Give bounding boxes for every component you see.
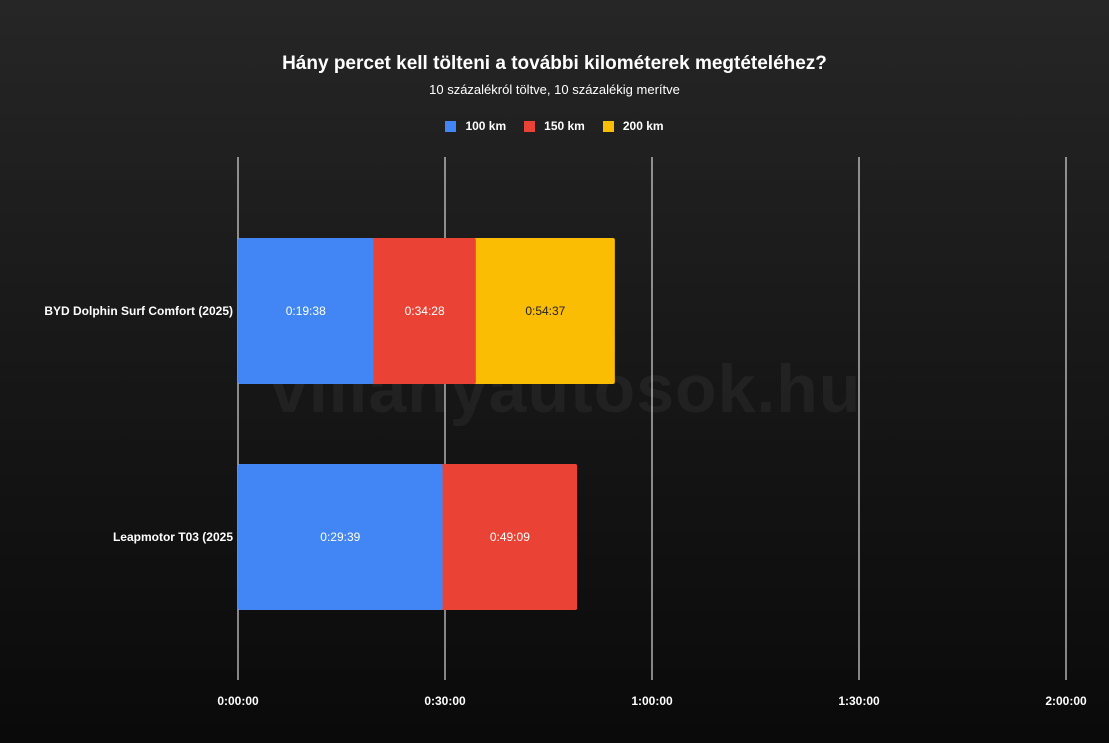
x-tick-label: 1:00:00 — [631, 694, 673, 708]
legend-swatch — [602, 120, 614, 132]
legend-item-150km[interactable]: 150 km — [524, 119, 585, 133]
data-label: 0:29:39 — [320, 530, 360, 544]
data-label: 0:34:28 — [405, 304, 445, 318]
chart-subtitle: 10 százalékról töltve, 10 százalékig mer… — [429, 82, 680, 97]
x-tick-label: 1:30:00 — [838, 694, 880, 708]
legend: 100 km 150 km 200 km — [0, 119, 1109, 133]
x-tick-label: 2:00:00 — [1045, 694, 1087, 708]
data-label: 0:54:37 — [525, 304, 565, 318]
data-label: 0:19:38 — [286, 304, 326, 318]
category-label: BYD Dolphin Surf Comfort (2025) — [44, 304, 233, 318]
data-label: 0:49:09 — [490, 530, 530, 544]
legend-swatch — [445, 120, 457, 132]
legend-label: 200 km — [622, 119, 664, 133]
bar — [238, 464, 443, 610]
legend-item-100km[interactable]: 100 km — [445, 119, 506, 133]
legend-item-200km[interactable]: 200 km — [602, 119, 664, 133]
x-tick-label: 0:00:00 — [217, 694, 259, 708]
chart-title: Hány percet kell tölteni a további kilom… — [282, 53, 827, 74]
bar — [238, 238, 374, 384]
legend-label: 150 km — [544, 119, 585, 133]
category-label: Leapmotor T03 (2025 — [113, 530, 233, 544]
x-tick-label: 0:30:00 — [424, 694, 466, 708]
legend-swatch — [524, 120, 536, 132]
legend-label: 100 km — [465, 119, 507, 133]
